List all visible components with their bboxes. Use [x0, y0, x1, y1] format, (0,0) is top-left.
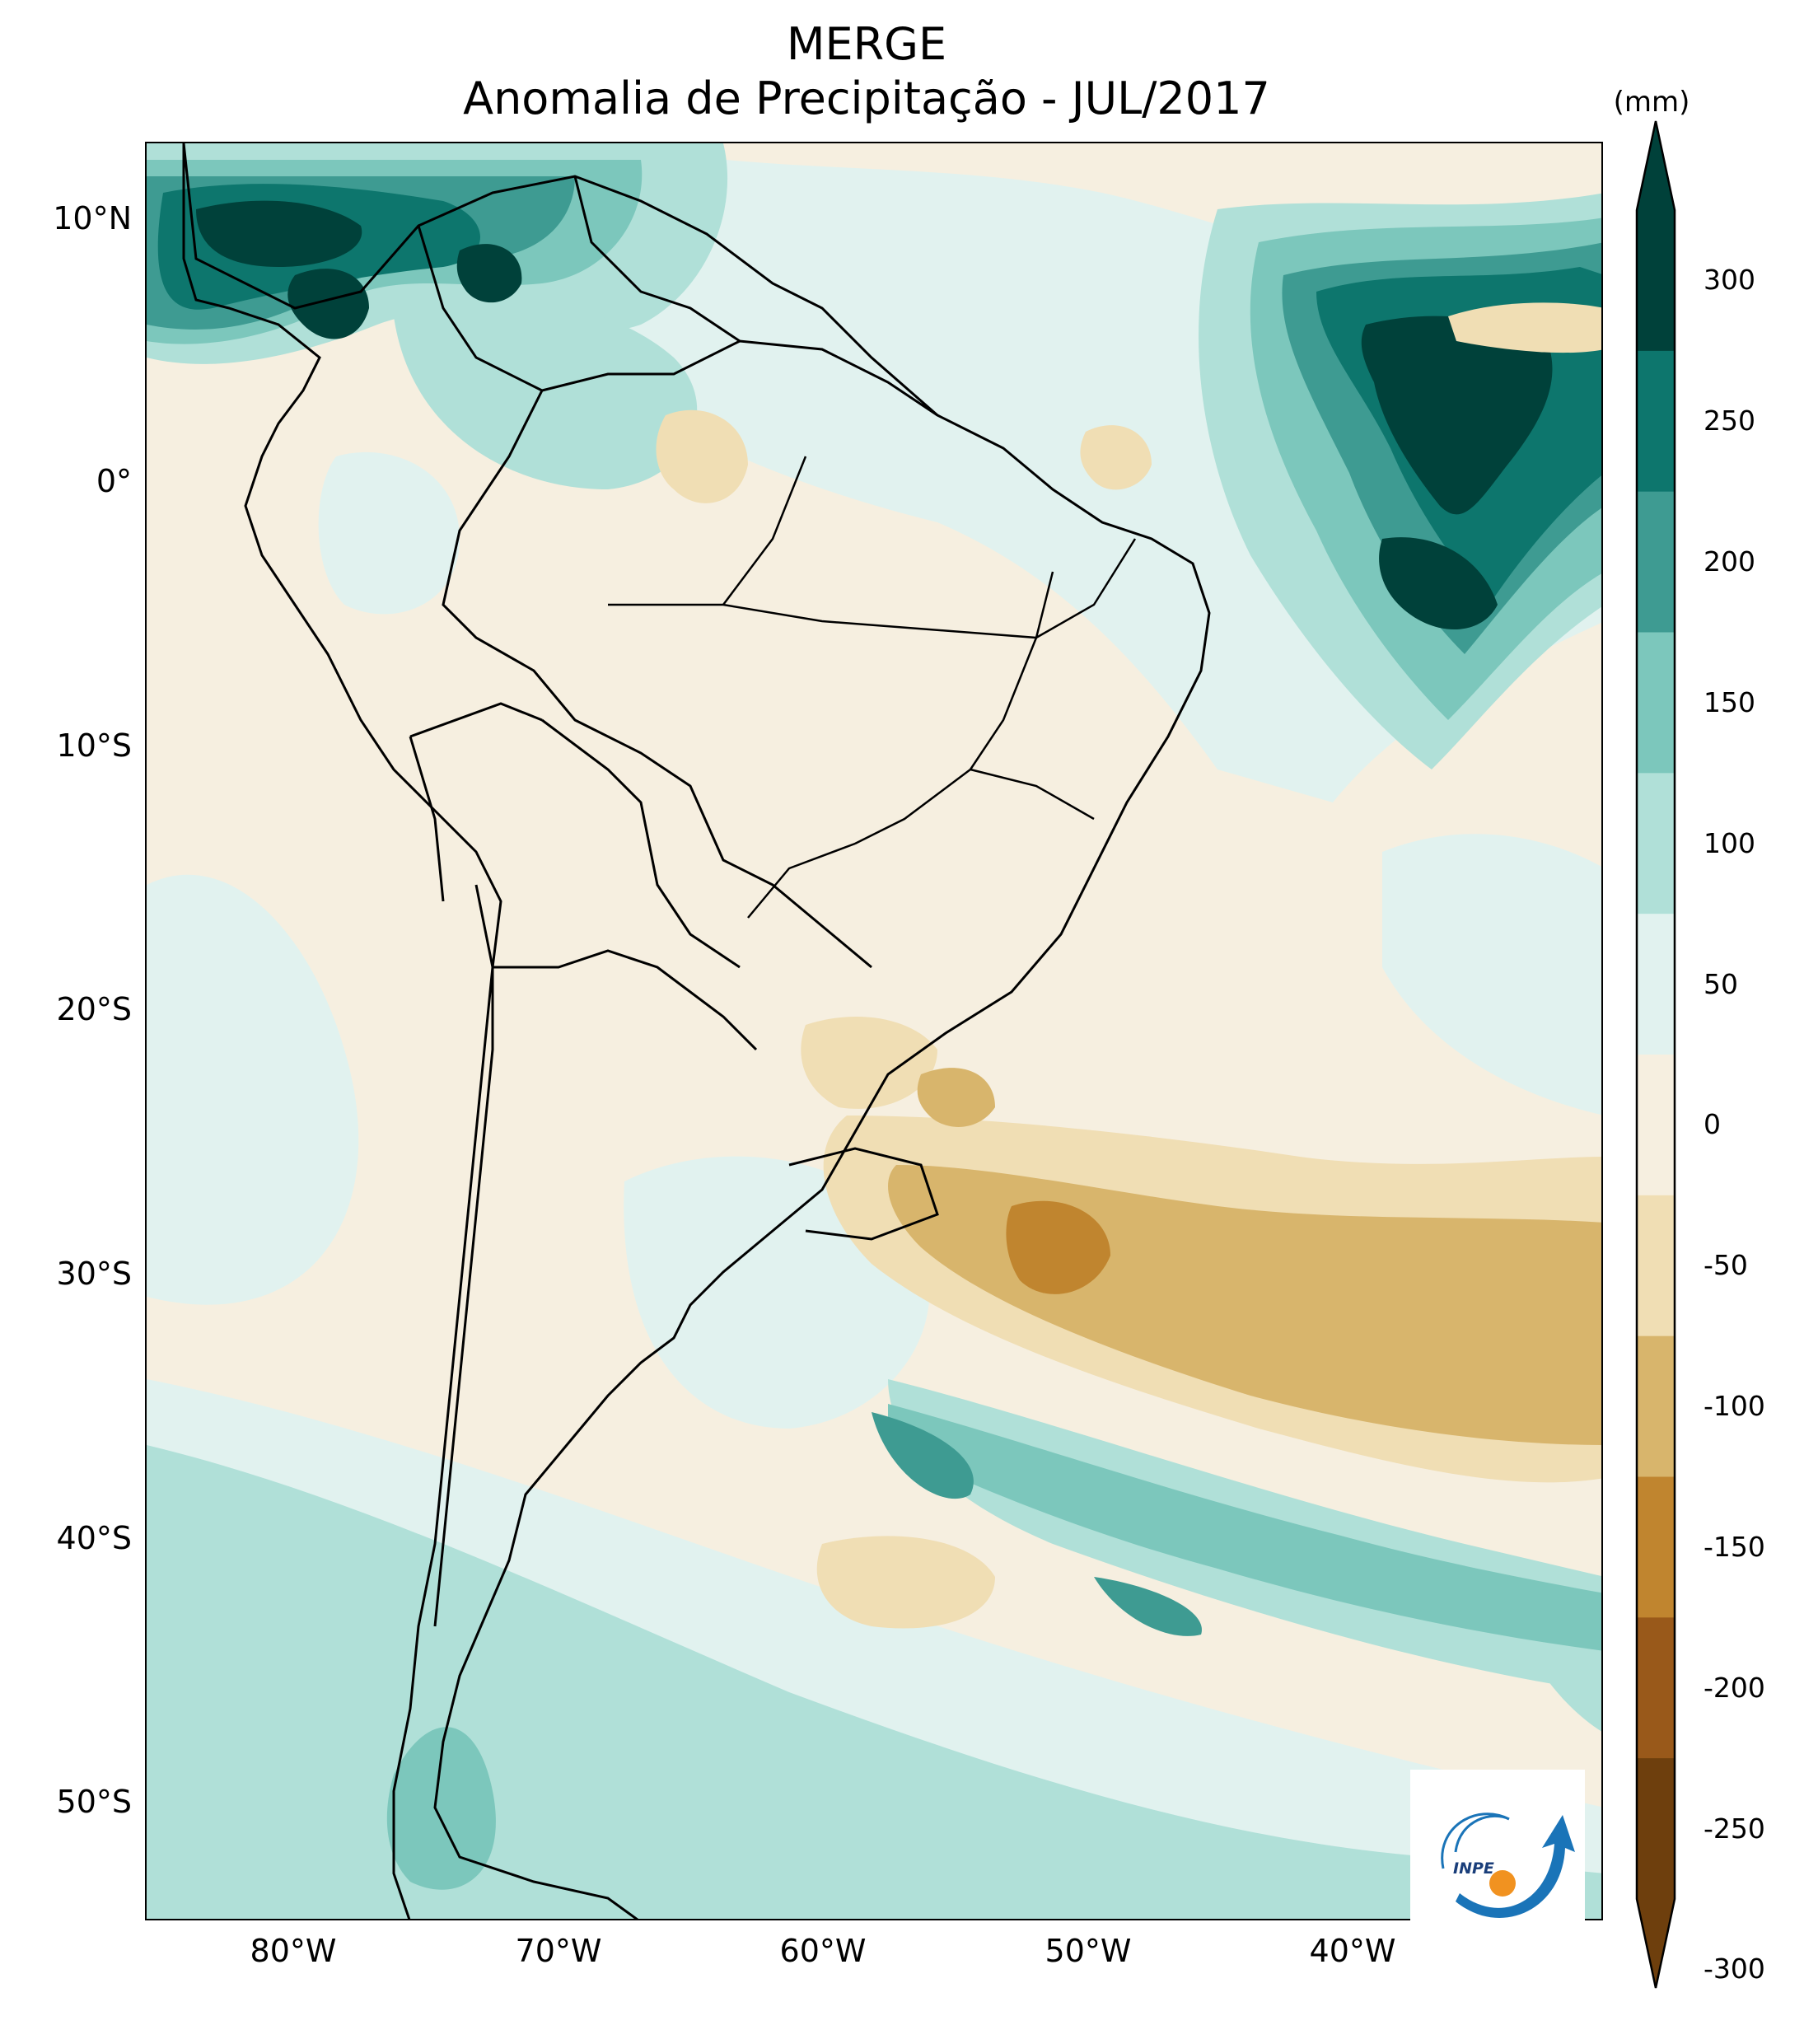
colorbar-segment — [1637, 1055, 1675, 1196]
colorbar-segment — [1637, 1476, 1675, 1618]
lat-label-0: 0° — [96, 463, 132, 499]
colorbar-tick-label: -100 — [1704, 1390, 1765, 1423]
colorbar-tick-label: 50 — [1704, 967, 1738, 1000]
lon-label-70w: 70°W — [515, 1933, 602, 1969]
colorbar-extend-min — [1637, 1899, 1675, 1988]
country-borders — [182, 143, 1211, 1919]
argentina-north-border — [493, 949, 758, 1051]
colorbar-segment — [1637, 210, 1675, 352]
map-title: MERGE — [786, 18, 947, 70]
uruguay-border — [788, 1147, 939, 1241]
colorbar-tick-label: 0 — [1704, 1108, 1721, 1141]
south-america-coastline — [182, 143, 1211, 1919]
inpe-logo-text: INPE — [1453, 1859, 1494, 1878]
lat-label-50s: 50°S — [56, 1784, 132, 1820]
lat-label-40s: 40°S — [56, 1520, 132, 1556]
colorbar-tick-label: -300 — [1704, 1953, 1765, 1986]
bolivia-peru-border — [409, 702, 741, 969]
lon-label-50w: 50°W — [1045, 1933, 1132, 1969]
lon-label-40w: 40°W — [1309, 1933, 1396, 1969]
colorbar-segment — [1637, 1758, 1675, 1900]
brazil-states — [608, 456, 1137, 919]
colombia-venezuela-border — [417, 175, 741, 392]
colorbar-segment — [1637, 350, 1675, 493]
colorbar-segment — [1637, 1617, 1675, 1759]
lat-label-10s: 10°S — [56, 727, 132, 764]
argentina-chile-border — [433, 884, 494, 1627]
map-area — [145, 142, 1603, 1920]
colorbar-tick-label: 150 — [1704, 685, 1755, 718]
colorbar-tick-label: -200 — [1704, 1671, 1765, 1704]
colorbar-segment — [1637, 632, 1675, 774]
colorbar-unit: (mm) — [1613, 86, 1690, 119]
precipitation-anomaly-map — [147, 143, 1601, 1919]
colorbar-segment — [1637, 1195, 1675, 1337]
inpe-logo-icon: INPE — [1441, 1812, 1575, 1918]
anomaly-negative-150 — [1006, 1200, 1110, 1294]
inpe-logo: INPE — [1410, 1770, 1585, 1943]
colorbar-tick-label: 250 — [1704, 405, 1755, 437]
colorbar-segment — [1637, 773, 1675, 914]
map-subtitle: Anomalia de Precipitação - JUL/2017 — [463, 72, 1270, 124]
lat-label-20s: 20°S — [56, 991, 132, 1027]
colorbar — [1635, 120, 1676, 1989]
colorbar-tick-label: -150 — [1704, 1530, 1765, 1563]
colorbar-segment — [1637, 491, 1675, 633]
colorbar-extend-max — [1637, 121, 1675, 210]
colorbar-tick-label: -50 — [1704, 1249, 1748, 1282]
colorbar-outline — [1635, 120, 1676, 1989]
anomaly-positive-250 — [196, 200, 1553, 629]
colorbar-tick-label: -250 — [1704, 1812, 1765, 1845]
colorbar-tick-label: 200 — [1704, 545, 1755, 578]
lat-label-30s: 30°S — [56, 1256, 132, 1292]
colorbar-segment — [1637, 1335, 1675, 1477]
colorbar-tick-label: 300 — [1704, 264, 1755, 297]
colorbar-segment — [1637, 914, 1675, 1055]
lon-label-60w: 60°W — [779, 1933, 867, 1969]
lat-label-10n: 10°N — [53, 200, 132, 236]
lon-label-80w: 80°W — [250, 1933, 337, 1969]
colorbar-tick-label: 100 — [1704, 826, 1755, 859]
